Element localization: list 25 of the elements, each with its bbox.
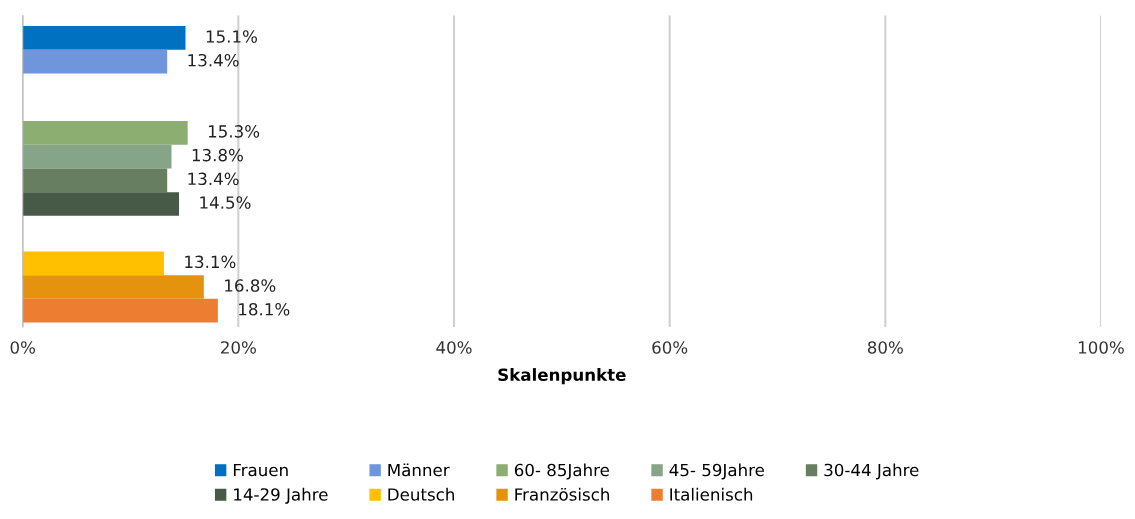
data-label: 13.1% [185, 255, 236, 269]
legend-label: Deutsch [388, 487, 454, 501]
data-label: 13.4% [188, 172, 239, 186]
data-label: 18.1% [239, 302, 290, 316]
legend-label: Italienisch [670, 487, 753, 501]
data-label: 13.8% [192, 148, 243, 162]
legend-label: 30-44 Jahre [824, 463, 919, 480]
x-tick-label: 80% [867, 341, 903, 354]
x-tick-label: 100% [1078, 341, 1124, 354]
legend-label: Männer [388, 463, 450, 477]
x-tick-label: 40% [436, 341, 472, 354]
legend-label: 45- 59Jahre [669, 463, 764, 480]
legend-label: Frauen [233, 463, 288, 477]
legend-label: Französisch [515, 487, 609, 501]
x-tick-label: 0% [10, 341, 35, 354]
data-label: 16.8% [225, 279, 276, 292]
data-label: 13.4% [188, 53, 239, 67]
data-label: 14.5% [200, 196, 251, 209]
legend-label: 14-29 Jahre [234, 487, 328, 504]
x-tick-label: 20% [221, 341, 256, 354]
legend-label: 60- 85Jahre [514, 463, 609, 480]
x-axis-title: Skalenpunkte [498, 368, 626, 385]
x-tick-label: 60% [652, 341, 688, 354]
data-label: 15.3% [208, 125, 260, 138]
data-label: 15.1% [206, 30, 257, 43]
